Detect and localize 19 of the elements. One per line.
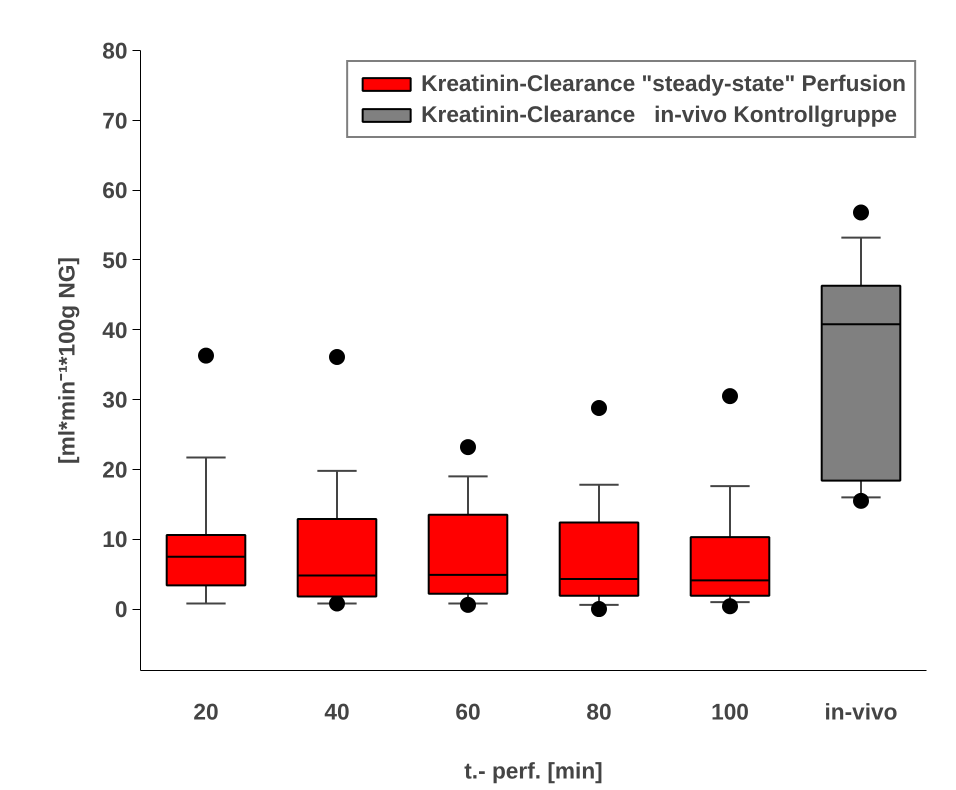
- y-tick-label: 60: [102, 177, 128, 204]
- x-tick-label: 100: [711, 698, 749, 724]
- y-tick-label: 80: [102, 38, 128, 64]
- y-tick-label: 0: [114, 596, 128, 622]
- legend-label: Kreatinin-Clearance "steady-state" Perfusion: [421, 70, 906, 97]
- y-tick-label: 30: [102, 386, 128, 413]
- y-tick-label: 40: [102, 316, 128, 343]
- y-tick-label: 20: [102, 456, 128, 482]
- x-tick-label: in-vivo: [824, 698, 898, 724]
- y-axis-title: [ml*min⁻¹*100g NG]: [53, 257, 80, 464]
- x-tick-label: 80: [586, 698, 612, 724]
- legend-label: Kreatinin-Clearance in-vivo Kontrollgruppe: [421, 101, 898, 128]
- y-tick-label: 10: [102, 526, 128, 552]
- x-tick-label: 20: [193, 698, 219, 724]
- x-tick-label: 40: [324, 698, 350, 724]
- y-tick-label: 50: [102, 246, 128, 273]
- x-axis-title: t.- perf. [min]: [464, 758, 603, 784]
- x-tick-label: 60: [455, 698, 481, 724]
- y-tick-label: 70: [102, 107, 128, 134]
